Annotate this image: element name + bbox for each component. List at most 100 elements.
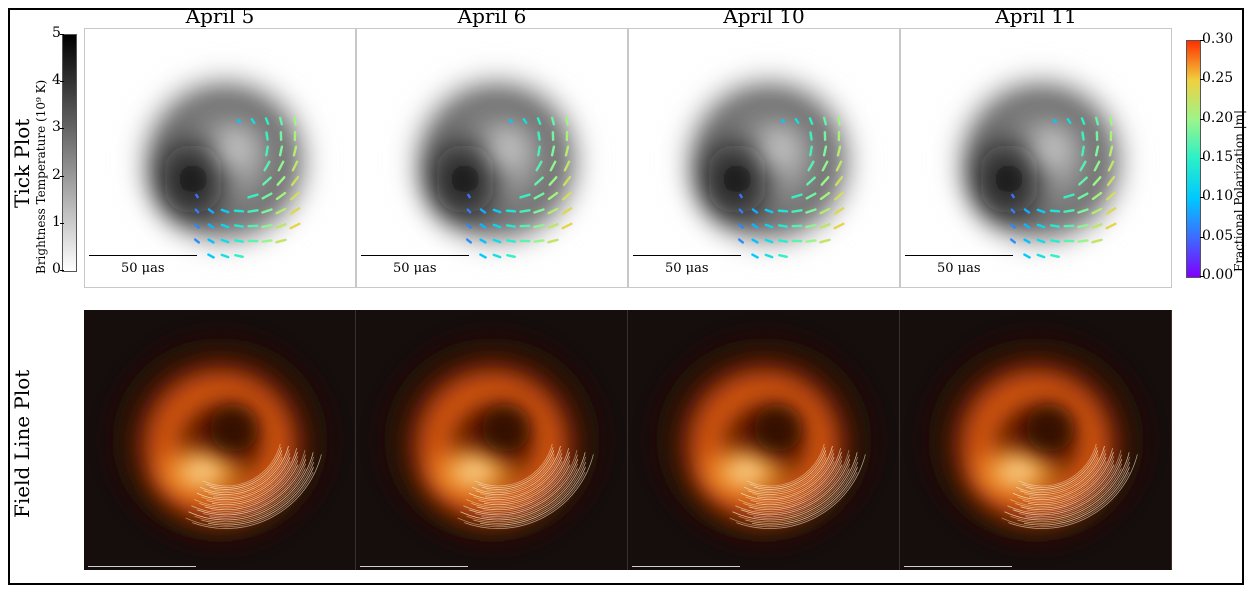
polarization-tick-icon <box>1036 238 1046 244</box>
polarization-tick-icon <box>1023 208 1031 214</box>
scale-bar <box>89 255 197 256</box>
polarization-tick-icon <box>791 209 803 213</box>
brightness-tick-label: 5 <box>52 25 61 41</box>
tick-plot-april-5: 50 μas <box>84 28 356 288</box>
polarization-tick-icon <box>195 193 199 199</box>
polarization-tick-icon <box>1077 192 1089 200</box>
polarization-tick-icon <box>805 239 817 243</box>
polarization-tick-icon <box>791 193 803 199</box>
field-line-icon <box>196 456 291 500</box>
polarization-tick-icon <box>533 239 545 243</box>
tick-plot-april-10: 50 μas <box>628 28 900 288</box>
polarization-tick-icon <box>764 238 774 244</box>
polarization-tick-icon <box>777 224 789 228</box>
polarization-tick-icon <box>1079 160 1087 172</box>
field-line-icon <box>732 452 858 521</box>
field-line-icon <box>1020 464 1115 511</box>
field-line-icon <box>757 453 835 499</box>
polarization-tick-icon <box>794 117 800 125</box>
brightness-tick-label: 1 <box>52 213 61 230</box>
polarization-tick-mark <box>1200 197 1204 199</box>
polarization-tick-icon <box>290 191 300 201</box>
polarization-tick-icon <box>1109 116 1113 126</box>
polarization-tick-icon <box>479 223 487 229</box>
polarization-tick-icon <box>290 175 300 187</box>
polarization-tick-icon <box>534 176 544 186</box>
polarization-tick-icon <box>1105 222 1117 230</box>
polarization-tick-icon <box>1077 223 1089 229</box>
polarization-tick-icon <box>261 192 273 200</box>
polarization-tick-icon <box>751 208 759 214</box>
polarization-tick-icon <box>547 207 559 215</box>
field-line-icon <box>196 458 307 516</box>
tick-plot-image <box>399 63 595 259</box>
polarization-tick-icon <box>809 131 813 141</box>
polarization-tick-icon <box>207 208 215 214</box>
polarization-tick-icon <box>508 118 514 124</box>
field-line-icon <box>1010 456 1115 507</box>
polarization-tick-icon <box>819 238 831 244</box>
polarization-tick-icon <box>278 116 284 126</box>
field-line-icon <box>192 454 322 529</box>
brightness-tick-label: 0 <box>52 261 61 277</box>
field-line-icon <box>206 446 282 489</box>
polarization-tick-icon <box>1092 176 1102 186</box>
polarization-tick-icon <box>479 208 487 214</box>
polarization-tick-mark <box>1200 118 1204 120</box>
polarization-tick-icon <box>780 118 786 124</box>
polarization-tick-icon <box>821 160 829 172</box>
field-line-icon <box>211 451 298 506</box>
field-line-icon <box>210 450 283 490</box>
polarization-tick-icon <box>293 116 297 126</box>
polarization-tick-icon <box>561 222 573 230</box>
polarization-tick-mark <box>1200 79 1204 81</box>
scale-bar-label: 50 μas <box>665 261 709 276</box>
field-line-icon <box>754 450 827 490</box>
tick-plot-april-11: 50 μas <box>900 28 1172 288</box>
polarization-tick-icon <box>505 209 517 213</box>
polarization-tick-label: 0.00 <box>1202 267 1234 283</box>
scale-bar <box>88 566 196 567</box>
field-line-image <box>634 316 894 564</box>
field-line-icon <box>1025 468 1122 519</box>
polarization-tick-icon <box>1106 191 1116 201</box>
polarization-tick-icon <box>563 160 571 172</box>
brightness-tick-mark <box>60 175 64 177</box>
polarization-tick-icon <box>565 116 569 126</box>
polarization-tick-icon <box>1063 209 1075 213</box>
polarization-tick-icon <box>289 207 301 215</box>
polarization-tick-icon <box>1036 253 1046 259</box>
polarization-tick-icon <box>492 253 502 259</box>
polarization-tick-icon <box>1010 208 1016 214</box>
polarization-tick-icon <box>492 208 502 214</box>
column-title-april-10: April 10 <box>723 4 805 28</box>
polarization-tick-icon <box>466 223 472 229</box>
column-title-april-11: April 11 <box>995 4 1077 28</box>
field-line-icon <box>208 449 290 497</box>
field-line-image <box>90 316 350 564</box>
polarization-tick-icon <box>1049 209 1061 213</box>
polarization-tick-icon <box>806 176 816 186</box>
field-line-icon <box>1007 454 1122 514</box>
field-line-icon <box>486 453 555 492</box>
field-line-image <box>362 316 622 564</box>
field-line-icon <box>466 456 571 507</box>
polarization-tick-icon <box>819 207 831 215</box>
field-line-icon <box>1024 449 1106 497</box>
polarization-tick-icon <box>207 223 215 229</box>
polarization-tick-icon <box>275 238 287 244</box>
polarization-tick-icon <box>739 193 743 199</box>
polarization-tick-icon <box>265 131 269 141</box>
field-line-icon <box>1030 453 1099 492</box>
polarization-tick-icon <box>562 175 572 187</box>
field-line-icon <box>745 460 835 502</box>
field-lines <box>185 443 322 529</box>
polarization-tick-icon <box>506 239 516 243</box>
field-line-icon <box>201 461 315 524</box>
polarization-tick-icon <box>822 116 828 126</box>
polarization-tick-icon <box>220 223 230 229</box>
field-line-icon <box>460 452 586 521</box>
brightness-tick-mark <box>60 128 64 130</box>
polarization-colorbar <box>1186 40 1201 278</box>
brightness-colorbar <box>62 34 77 272</box>
